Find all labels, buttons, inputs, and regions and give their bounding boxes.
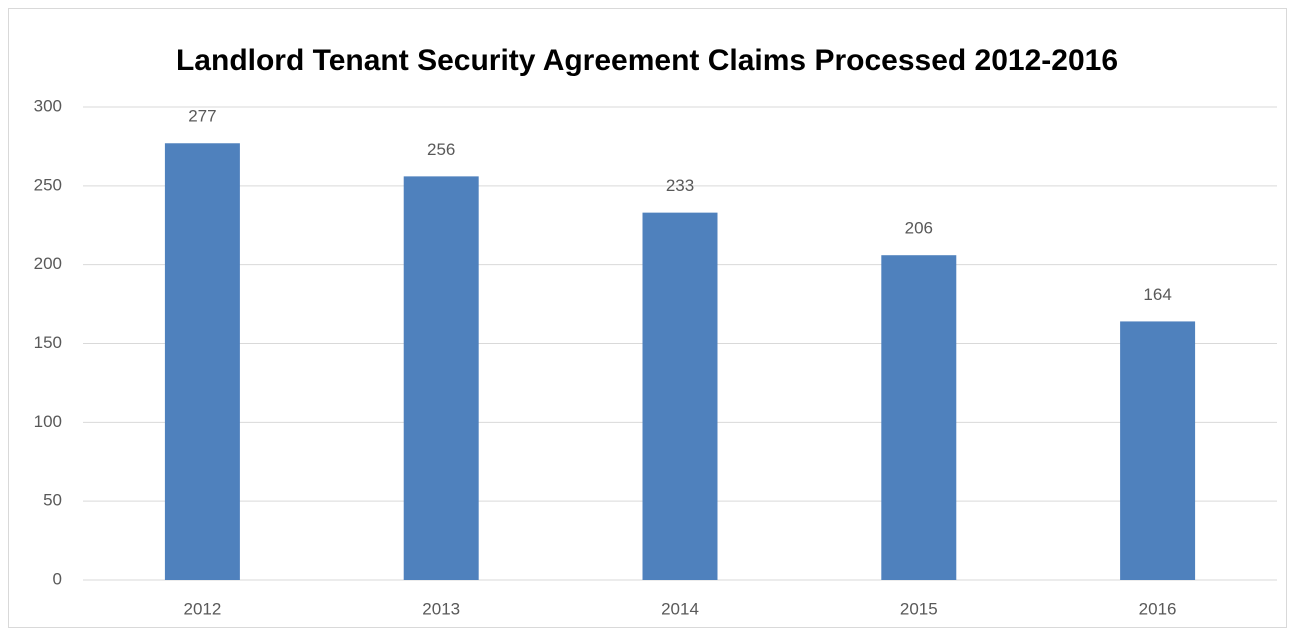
bar	[881, 255, 957, 580]
y-tick-label: 0	[53, 569, 62, 588]
y-tick-label: 50	[43, 491, 62, 510]
data-label: 164	[1143, 285, 1171, 304]
data-label: 206	[905, 219, 933, 238]
x-tick-label: 2015	[900, 599, 938, 618]
x-tick-label: 2013	[422, 599, 460, 618]
bar	[1120, 321, 1196, 580]
x-tick-label: 2012	[183, 599, 221, 618]
y-tick-label: 150	[34, 333, 62, 352]
bar	[403, 176, 479, 580]
y-tick-label: 300	[34, 96, 62, 115]
chart-title: Landlord Tenant Security Agreement Claim…	[176, 44, 1118, 77]
y-tick-label: 200	[34, 254, 62, 273]
y-tick-label: 250	[34, 175, 62, 194]
x-tick-label: 2016	[1139, 599, 1177, 618]
bar	[642, 212, 718, 581]
data-label: 277	[188, 107, 216, 126]
data-label: 256	[427, 140, 455, 159]
data-label: 233	[666, 176, 694, 195]
x-tick-label: 2014	[661, 599, 699, 618]
bar	[164, 143, 240, 580]
y-tick-label: 100	[34, 412, 62, 431]
